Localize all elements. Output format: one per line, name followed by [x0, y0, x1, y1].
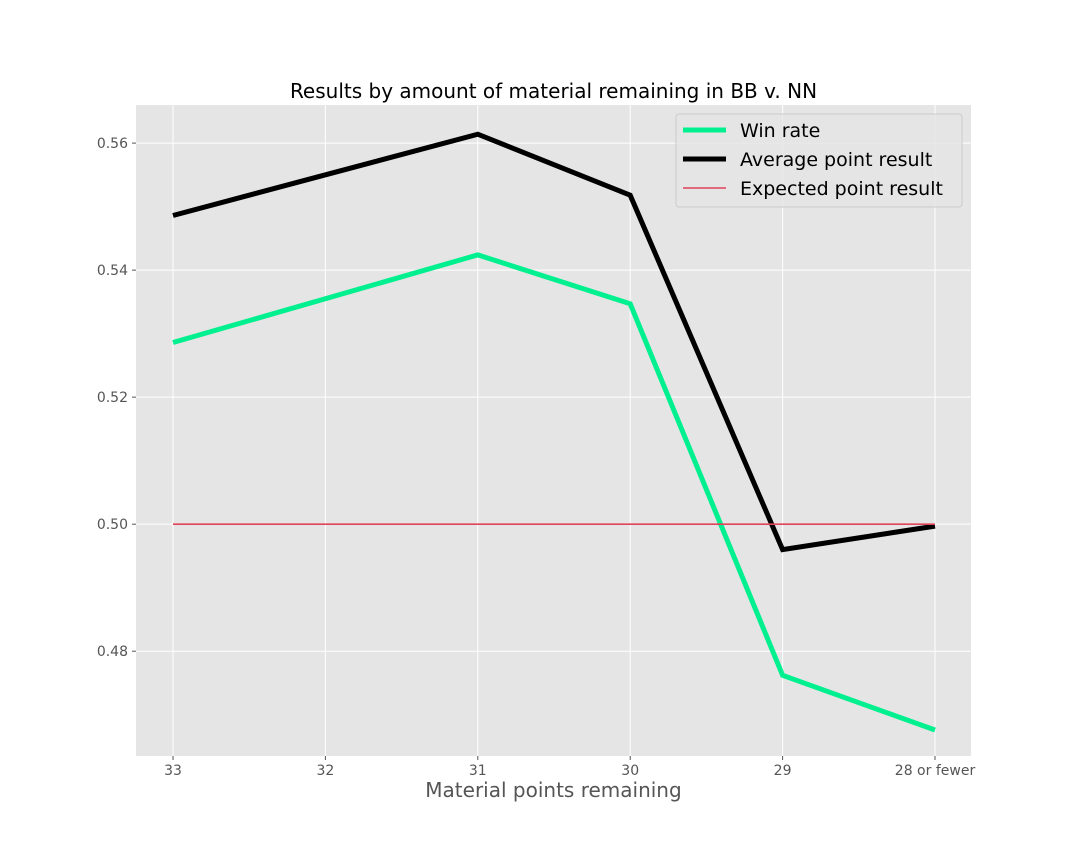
- legend: Win rate Average point result Expected poi…: [675, 113, 963, 208]
- legend-label-expected-point-result: Expected point result: [740, 178, 943, 200]
- series-line-average-point-result: [172, 131, 936, 553]
- plot-area: [136, 105, 971, 756]
- legend-label-win-rate: Win rate: [740, 120, 820, 142]
- y-tick-label: 0.48: [97, 644, 128, 660]
- x-tick-label: 28 or fewer: [895, 763, 976, 779]
- legend-label-average-point-result: Average point result: [740, 149, 932, 171]
- x-tick-label: 31: [469, 763, 487, 779]
- x-tick-label: 33: [164, 763, 182, 779]
- x-tick-label: 29: [774, 763, 792, 779]
- series-lines: [172, 131, 936, 733]
- series-line-win-rate: [172, 252, 936, 733]
- x-tick-label: 32: [316, 763, 334, 779]
- x-axis-label: Material points remaining: [425, 778, 681, 802]
- x-tick-label: 30: [621, 763, 639, 779]
- y-tick-label: 0.50: [97, 517, 128, 533]
- axis-ticks: 33 32 31 30 29 28 or fewer 0.48 0.50 0.52 0.54 0.5…: [97, 136, 976, 779]
- y-tick-label: 0.52: [97, 390, 128, 406]
- legend-box: [675, 113, 963, 208]
- y-tick-label: 0.54: [97, 263, 128, 279]
- chart-title: Results by amount of material remaining …: [290, 79, 817, 103]
- y-tick-label: 0.56: [97, 136, 128, 152]
